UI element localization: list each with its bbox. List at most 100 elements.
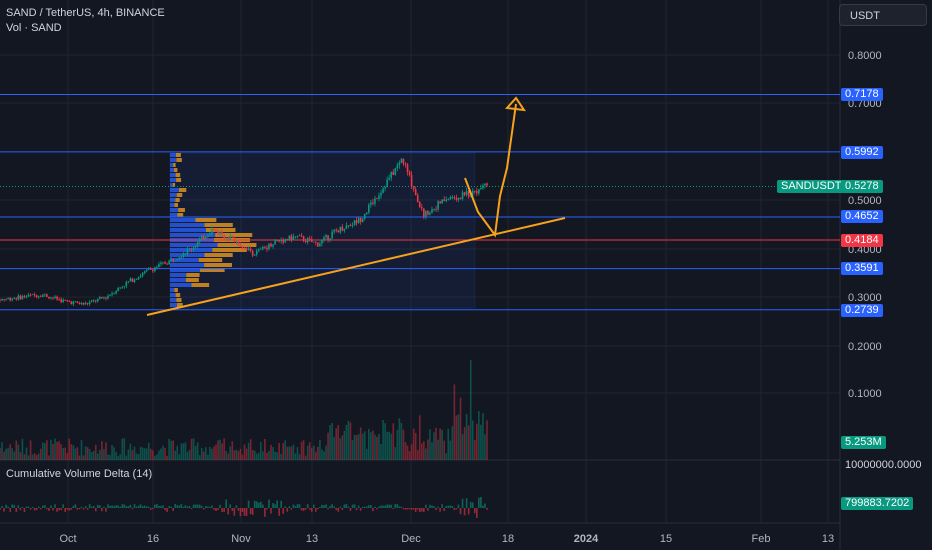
candle-body: [84, 303, 87, 305]
candle-body: [270, 243, 272, 247]
cvd-bar: [361, 506, 364, 508]
cvd-bar: [282, 508, 285, 514]
volume-bar: [154, 455, 156, 460]
time-axis[interactable]: Oct 16 Nov 13 Dec 18 2024 15 Feb 13: [59, 533, 834, 545]
vp-sell-bar: [215, 233, 253, 237]
vp-sell-bar: [174, 288, 178, 292]
volume-bar: [113, 447, 115, 460]
cvd-bar: [84, 506, 87, 508]
candle-body: [74, 301, 77, 303]
cvd-bar: [239, 508, 242, 517]
volume-bar: [420, 443, 423, 460]
candle-body: [380, 192, 382, 196]
volume-bar: [270, 444, 272, 460]
price-tick-label: 0.3000: [848, 292, 882, 304]
volume-bar: [149, 448, 152, 460]
candle-body: [368, 204, 370, 213]
candle-body: [300, 235, 303, 237]
cvd-bar: [158, 505, 160, 508]
volume-bar: [21, 438, 24, 460]
candle-body: [241, 246, 244, 248]
currency-selector[interactable]: USDT: [839, 4, 927, 26]
projection-path[interactable]: [464, 103, 517, 238]
candle-body: [374, 198, 376, 204]
cvd-bar: [194, 504, 197, 508]
volume-bar: [198, 455, 201, 460]
candle-body: [416, 195, 419, 202]
cvd-bar: [374, 506, 376, 508]
candle-body: [229, 236, 232, 240]
candle-body: [205, 237, 207, 239]
cvd-bar: [463, 508, 466, 516]
cvd-bar: [249, 508, 252, 515]
time-tick-label: 13: [306, 533, 318, 545]
vp-buy-bar: [170, 278, 186, 282]
volume-indicator-label[interactable]: Vol · SAND: [6, 22, 62, 34]
candle-body: [78, 302, 81, 304]
candle-body: [25, 296, 28, 298]
candle-body: [264, 246, 266, 248]
candle-body: [137, 276, 140, 280]
cvd-bar: [296, 504, 299, 508]
volume-bar: [152, 450, 154, 460]
cvd-bar: [125, 506, 128, 508]
cvd-bar: [441, 504, 443, 508]
volume-bar: [192, 438, 195, 460]
cvd-bar: [15, 508, 18, 512]
price-axis[interactable]: 0.8000 0.7000 0.5000 0.4000 0.3000 0.2000 0.10…: [848, 50, 882, 400]
candle-body: [123, 286, 126, 287]
candle-body: [76, 301, 79, 303]
cvd-bar: [160, 505, 162, 508]
projection-arrow-head: [504, 96, 527, 112]
volume-bar: [345, 424, 348, 460]
cvd-bar: [217, 508, 219, 511]
cvd-bar: [97, 504, 99, 508]
vp-sell-bar: [195, 218, 217, 222]
volume-bar: [257, 452, 260, 460]
candle-body: [194, 246, 197, 248]
volume-bar: [31, 454, 34, 460]
cvd-bar: [196, 504, 199, 508]
candle-body: [166, 263, 168, 265]
volume-bar: [408, 451, 411, 460]
candle-body: [176, 259, 179, 261]
cvd-bar: [17, 505, 20, 508]
cvd-bar: [31, 506, 34, 508]
price-tick-label: 0.7000: [848, 98, 882, 110]
cvd-bar: [365, 506, 368, 508]
cvd-bar: [23, 508, 26, 512]
cvd-bar: [420, 508, 423, 512]
volume-bar: [60, 444, 62, 460]
candle-body: [382, 188, 384, 193]
candle-body: [276, 240, 278, 242]
volume-bar: [459, 397, 462, 460]
candle-body: [386, 179, 388, 188]
cvd-bar: [400, 506, 403, 508]
candle-body: [425, 210, 427, 217]
candle-body: [237, 241, 240, 246]
volume-bar: [221, 443, 223, 460]
vp-sell-bar: [204, 253, 233, 257]
volume-bar: [137, 454, 140, 460]
volume-bar: [237, 451, 240, 460]
volume-bar: [357, 433, 360, 460]
candlestick-series[interactable]: [0, 157, 488, 307]
volume-bar: [35, 454, 38, 460]
cvd-indicator-label[interactable]: Cumulative Volume Delta (14): [6, 468, 153, 480]
cvd-bar: [414, 508, 417, 512]
candle-body: [184, 254, 187, 255]
cvd-bar: [141, 506, 144, 508]
cvd-bar: [225, 499, 227, 508]
cvd-bar: [147, 506, 150, 508]
cvd-bar: [221, 508, 223, 512]
volume-bar: [121, 438, 124, 460]
volume-bar: [239, 448, 242, 460]
price-levels[interactable]: [0, 93, 840, 311]
candle-body: [70, 301, 73, 305]
candle-body: [321, 240, 323, 244]
vp-buy-bar: [170, 183, 173, 187]
volume-bar: [376, 436, 378, 460]
volume-bar: [363, 431, 366, 460]
volume-bar: [471, 420, 474, 460]
